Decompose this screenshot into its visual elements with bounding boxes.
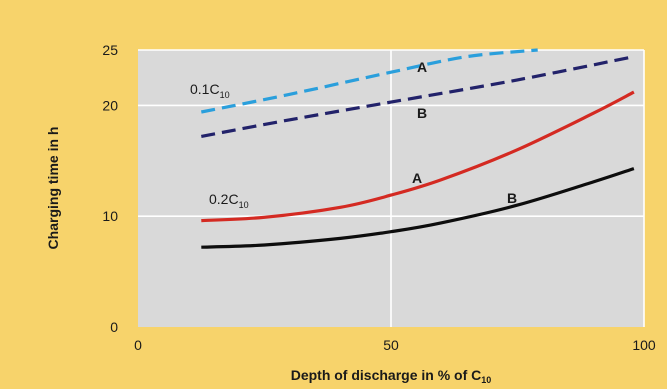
series-group [200,48,635,249]
y-tick-0: 0 [110,319,118,335]
x-tick-100: 100 [632,337,656,353]
group-label-0.1c10: 0.1C10 [190,81,230,100]
curve-label-b-02: B [507,190,517,206]
x-tick-0: 0 [134,337,142,353]
group-label-0.2c10: 0.2C10 [209,191,249,210]
curve-label-b-01: B [417,105,427,121]
x-tick-50: 50 [383,337,399,353]
series-line-0.1c10-b [201,55,635,138]
y-tick-25: 25 [102,42,118,58]
gridlines [138,49,645,327]
series-line-0.1c10-a [200,48,538,114]
series-line-0.2c10-b [201,167,635,249]
curve-label-a-02: A [412,170,422,186]
y-tick-20: 20 [102,97,118,113]
x-axis-title: Depth of discharge in % of C10 [291,367,492,385]
tick-labels: 0 50 100 0 10 20 25 [102,42,655,353]
y-tick-10: 10 [102,208,118,224]
series-line-0.2c10-a [201,90,635,223]
curve-label-a-01: A [417,59,427,75]
y-axis-title: Charging time in h [45,127,61,250]
